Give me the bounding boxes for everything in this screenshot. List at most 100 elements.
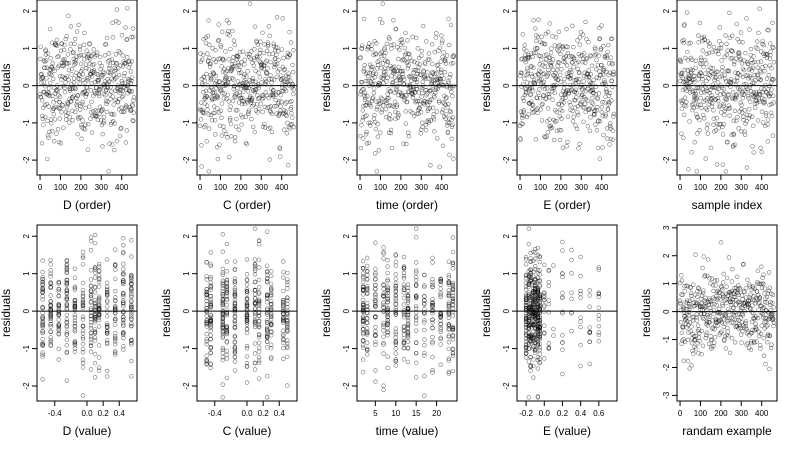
data-point bbox=[450, 337, 456, 342]
data-point bbox=[434, 109, 440, 114]
data-point bbox=[264, 263, 270, 268]
data-point bbox=[416, 55, 422, 61]
data-point bbox=[590, 95, 595, 101]
data-point bbox=[239, 70, 244, 75]
data-point bbox=[250, 79, 256, 84]
data-point bbox=[422, 393, 427, 398]
data-point bbox=[104, 257, 110, 262]
data-point bbox=[365, 255, 370, 261]
data-point bbox=[550, 97, 555, 102]
data-point bbox=[252, 257, 258, 262]
data-point bbox=[51, 138, 57, 144]
data-point bbox=[233, 108, 239, 113]
data-point bbox=[712, 335, 718, 340]
data-point bbox=[413, 360, 419, 366]
y-tick-label: -1 bbox=[22, 119, 31, 127]
data-point bbox=[399, 37, 404, 42]
data-point bbox=[391, 104, 397, 109]
data-point bbox=[445, 120, 450, 125]
data-point bbox=[370, 95, 376, 100]
data-point bbox=[577, 42, 583, 47]
data-point bbox=[207, 55, 212, 61]
data-point bbox=[537, 62, 543, 67]
data-point bbox=[554, 118, 559, 124]
data-point bbox=[541, 71, 547, 76]
data-point bbox=[264, 70, 269, 75]
data-point bbox=[395, 115, 401, 120]
data-point bbox=[39, 140, 45, 146]
data-point bbox=[380, 103, 386, 108]
data-point bbox=[568, 107, 573, 113]
data-point bbox=[220, 382, 226, 387]
data-point bbox=[40, 98, 45, 103]
y-tick-label: 1 bbox=[502, 271, 511, 276]
data-point bbox=[208, 61, 213, 67]
data-point bbox=[205, 34, 211, 39]
data-point bbox=[401, 276, 407, 281]
data-points bbox=[677, 6, 777, 174]
data-point bbox=[742, 108, 747, 113]
data-point bbox=[594, 127, 600, 133]
data-point bbox=[280, 16, 285, 21]
data-point bbox=[385, 354, 390, 359]
data-point bbox=[538, 107, 544, 112]
data-point bbox=[430, 260, 435, 265]
data-point bbox=[407, 55, 413, 60]
data-point bbox=[104, 374, 110, 379]
data-point bbox=[271, 41, 276, 46]
data-point bbox=[214, 93, 219, 98]
data-point bbox=[61, 47, 67, 53]
data-point bbox=[230, 28, 235, 34]
data-point bbox=[418, 127, 424, 132]
data-point bbox=[361, 16, 367, 22]
data-point bbox=[440, 143, 446, 149]
data-point bbox=[436, 100, 442, 105]
data-point bbox=[422, 272, 427, 278]
data-point bbox=[413, 306, 419, 311]
data-point bbox=[235, 85, 240, 91]
data-point bbox=[218, 43, 223, 48]
x-tick-label: 0 bbox=[678, 183, 683, 192]
data-point bbox=[202, 94, 208, 99]
x-tick-label: 100 bbox=[534, 183, 548, 192]
data-point bbox=[91, 68, 97, 73]
data-point bbox=[130, 118, 135, 123]
data-point bbox=[588, 115, 593, 120]
data-point bbox=[419, 120, 425, 125]
data-point bbox=[42, 84, 48, 89]
data-point bbox=[360, 108, 365, 113]
data-point bbox=[214, 82, 220, 87]
data-point bbox=[552, 90, 557, 96]
data-point bbox=[749, 114, 755, 119]
data-point bbox=[213, 73, 218, 79]
data-point bbox=[229, 61, 235, 67]
data-point bbox=[361, 103, 366, 109]
data-point bbox=[560, 290, 565, 296]
data-point bbox=[417, 99, 422, 104]
data-point bbox=[715, 80, 721, 85]
data-point bbox=[379, 65, 384, 71]
data-point bbox=[770, 20, 775, 26]
data-point bbox=[438, 342, 443, 347]
data-point bbox=[384, 100, 389, 106]
data-point bbox=[689, 363, 694, 368]
data-point bbox=[717, 25, 723, 30]
data-point bbox=[679, 131, 684, 136]
data-point bbox=[539, 102, 545, 108]
data-point bbox=[107, 66, 112, 71]
data-point bbox=[419, 53, 424, 58]
data-point bbox=[417, 72, 423, 77]
data-point bbox=[249, 116, 254, 122]
data-point bbox=[410, 110, 415, 116]
data-point bbox=[97, 104, 103, 109]
data-point bbox=[80, 317, 86, 322]
data-point bbox=[232, 138, 238, 144]
data-point bbox=[100, 144, 105, 149]
data-point bbox=[213, 59, 219, 65]
data-point bbox=[281, 328, 286, 333]
data-point bbox=[223, 74, 229, 79]
data-point bbox=[99, 74, 104, 79]
data-point bbox=[78, 52, 84, 58]
data-point bbox=[235, 54, 240, 59]
data-point bbox=[274, 74, 280, 80]
